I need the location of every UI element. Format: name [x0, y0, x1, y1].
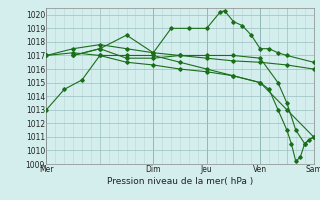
X-axis label: Pression niveau de la mer( hPa ): Pression niveau de la mer( hPa ): [107, 177, 253, 186]
